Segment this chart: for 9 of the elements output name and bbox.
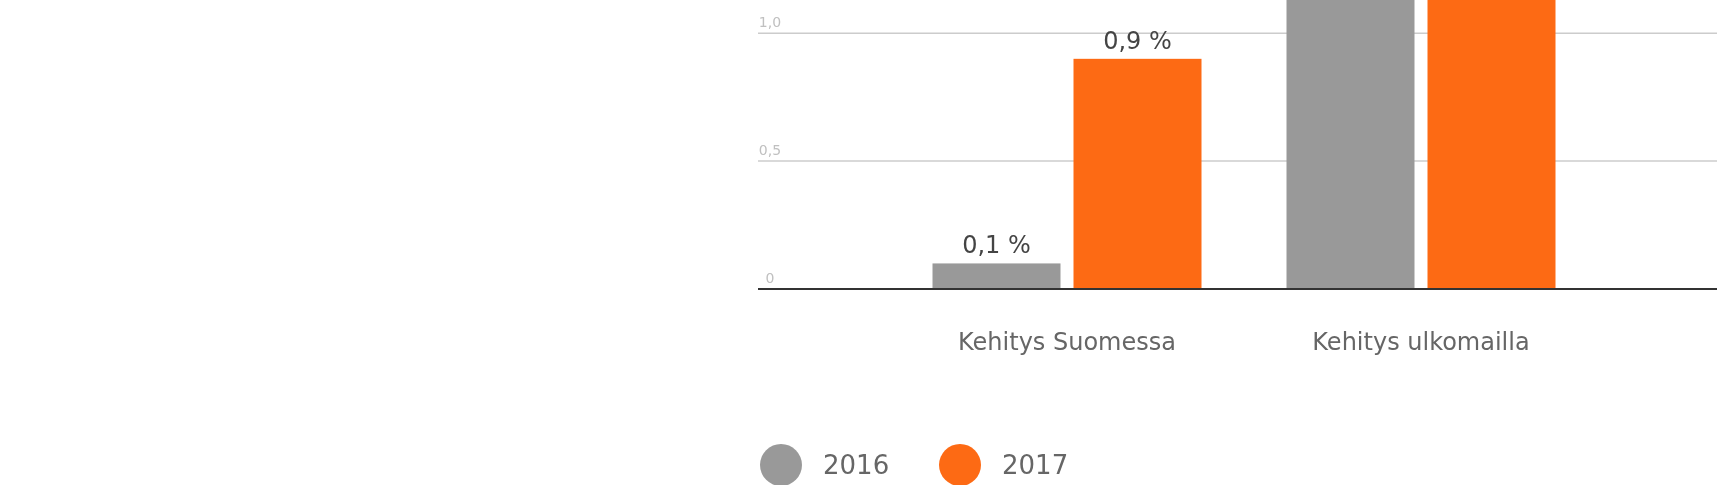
x-tick-label: Kehitys ulkomailla (1312, 328, 1530, 356)
y-tick-label: 0 (765, 270, 775, 286)
legend-label: 2016 (823, 450, 890, 480)
legend-label: 2017 (1002, 450, 1069, 480)
y-tick-label: 0,5 (758, 142, 782, 159)
y-tick-label: 1,0 (758, 14, 782, 31)
data-label: 0,1 % (962, 231, 1031, 260)
x-tick-label: Kehitys Suomessa (958, 328, 1176, 356)
data-label: 0,9 % (1103, 26, 1172, 55)
